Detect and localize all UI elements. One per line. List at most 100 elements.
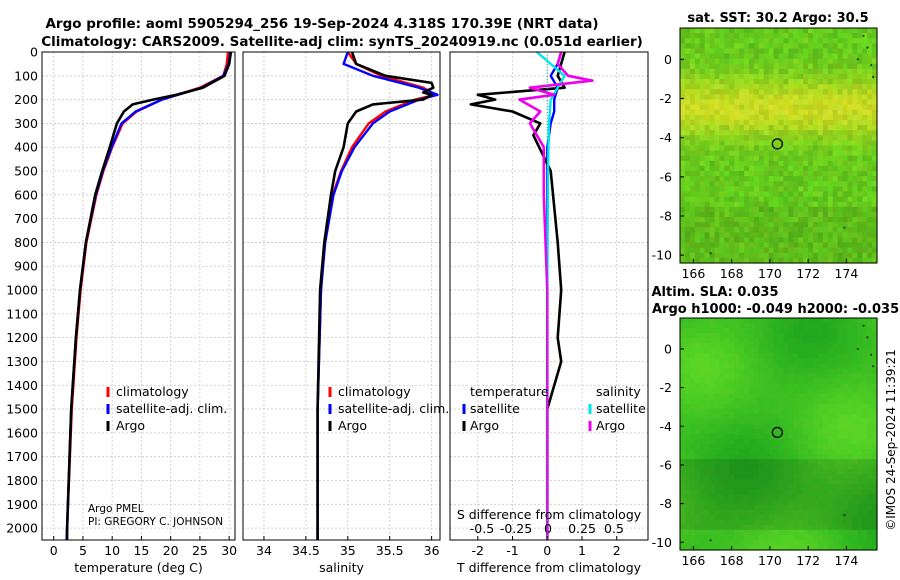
map-cell <box>832 328 839 334</box>
map-cell <box>694 145 701 152</box>
map-cell <box>680 449 686 455</box>
map-cell <box>758 418 765 425</box>
map-cell <box>803 145 809 152</box>
map-cell <box>872 237 878 244</box>
map-cell <box>827 408 834 415</box>
map-cell <box>744 449 750 455</box>
island-dot <box>866 46 869 49</box>
map-cell <box>783 48 789 55</box>
map-cell <box>872 413 878 420</box>
map-cell <box>872 514 878 521</box>
map-cell <box>857 479 863 486</box>
map-cell <box>768 232 775 239</box>
map-cell <box>808 388 814 395</box>
map-cell <box>847 186 853 193</box>
map-cell <box>788 434 794 440</box>
map-cell <box>689 160 696 167</box>
map-cell <box>867 534 873 541</box>
map-cell <box>812 338 819 344</box>
map-cell <box>817 534 824 541</box>
map-cell <box>719 363 725 370</box>
map-cell <box>847 211 853 218</box>
map-cell <box>827 125 834 131</box>
map-cell <box>808 53 814 60</box>
map-cell <box>739 79 745 85</box>
map-cell <box>812 393 819 400</box>
map-cell <box>719 499 725 506</box>
map-cell <box>852 514 858 521</box>
map-cell <box>788 348 794 354</box>
map-cell <box>729 186 735 193</box>
map-cell <box>867 444 873 450</box>
map-cell <box>788 176 794 182</box>
map-cell <box>803 353 809 359</box>
map-cell <box>724 145 730 152</box>
map-cell <box>704 318 711 324</box>
map-cell <box>714 358 720 364</box>
map-cell <box>689 135 696 141</box>
map-cell <box>778 135 785 141</box>
map-cell <box>783 378 789 385</box>
map-cell <box>872 145 878 152</box>
map-cell <box>744 135 750 141</box>
map-cell <box>847 499 853 506</box>
map-cell <box>817 109 824 116</box>
map-cell <box>812 524 819 531</box>
map-cell <box>680 150 686 157</box>
map-cell <box>744 145 750 152</box>
map-cell <box>719 479 725 486</box>
map-cell <box>763 119 770 126</box>
map-cell <box>758 48 765 55</box>
map-cell <box>744 186 750 193</box>
map-cell <box>714 539 720 546</box>
map-cell <box>689 94 696 101</box>
map-cell <box>709 119 716 126</box>
map-cell <box>808 130 814 136</box>
map-cell <box>822 328 829 334</box>
map-cell <box>699 252 706 259</box>
map-cell <box>852 418 858 425</box>
map-cell <box>724 140 730 147</box>
map-cell <box>739 160 745 167</box>
map-cell <box>783 383 789 390</box>
map-cell <box>822 252 829 259</box>
map-cell <box>852 222 858 228</box>
map-cell <box>714 150 720 157</box>
map-cell <box>847 58 853 65</box>
map-cell <box>803 474 809 480</box>
map-cell <box>768 479 775 486</box>
map-cell <box>753 388 760 395</box>
map-cell <box>837 257 844 264</box>
map-cell <box>852 524 858 531</box>
map-cell <box>827 388 834 395</box>
map-cell <box>694 434 701 440</box>
map-cell <box>847 89 853 96</box>
x-tick-label: 10 <box>104 543 120 558</box>
map-cell <box>709 109 716 116</box>
map-cell <box>788 33 794 39</box>
map-cell <box>734 514 740 521</box>
map-cell <box>778 119 785 126</box>
map-cell <box>753 237 760 244</box>
map-cell <box>817 418 824 425</box>
map-cell <box>783 89 789 96</box>
map-cell <box>788 53 794 60</box>
map-cell <box>832 444 839 450</box>
island-dot <box>870 64 873 67</box>
map-cell <box>783 353 789 359</box>
map-cell <box>842 428 849 435</box>
map-cell <box>689 514 696 521</box>
map-cell <box>684 252 691 259</box>
map-cell <box>812 53 819 60</box>
map-cell <box>734 529 740 536</box>
map-cell <box>862 454 868 460</box>
map-cell <box>768 201 775 208</box>
map-cell <box>793 393 799 400</box>
map-cell <box>753 373 760 380</box>
plot-frame <box>242 51 441 541</box>
map-cell <box>847 227 853 233</box>
map-cell <box>857 388 863 395</box>
map-cell <box>862 196 868 203</box>
map-cell <box>684 499 691 506</box>
legend-label: Argo <box>470 418 499 433</box>
